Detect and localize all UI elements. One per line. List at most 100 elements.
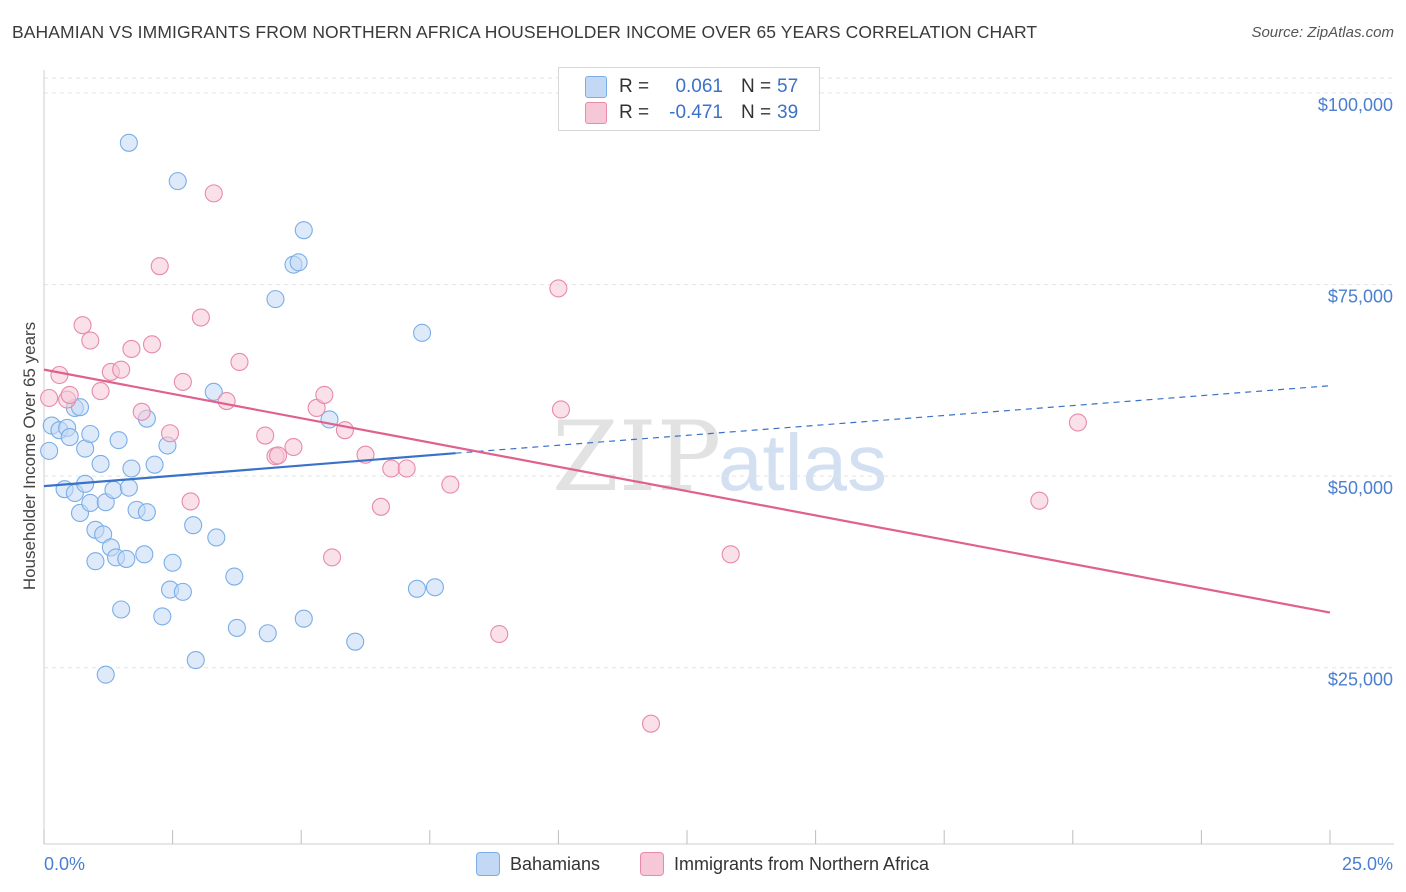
- data-point: [346, 632, 365, 651]
- data-point: [160, 424, 180, 443]
- data-point: [225, 567, 244, 586]
- legend-r-value: 0.061: [675, 76, 723, 97]
- data-point: [551, 400, 571, 419]
- bottom-legend-label: Bahamians: [510, 853, 601, 874]
- data-point: [204, 382, 223, 401]
- data-point: [315, 385, 334, 404]
- data-point: [135, 545, 154, 564]
- data-point: [227, 618, 246, 637]
- data-point: [641, 714, 661, 733]
- data-point: [204, 184, 223, 203]
- data-point: [132, 402, 151, 421]
- data-point: [441, 475, 460, 494]
- legend-n-value: 57: [777, 76, 799, 97]
- legend-n-value: 39: [777, 102, 799, 123]
- data-point: [142, 335, 162, 354]
- data-point: [91, 382, 110, 401]
- watermark: ZIP atlas: [552, 401, 887, 513]
- data-point: [122, 459, 141, 478]
- data-point: [109, 431, 128, 450]
- watermark-atlas: atlas: [718, 418, 887, 507]
- data-point: [207, 528, 226, 547]
- data-point: [119, 133, 138, 152]
- y-axis-label: Householder Income Over 65 years: [20, 322, 39, 590]
- series-bahamians: [40, 133, 444, 684]
- data-point: [1030, 491, 1049, 510]
- data-point: [181, 492, 200, 511]
- grid-lines: [44, 77, 1394, 669]
- y-tick-labels: $25,000 $50,000 $75,000 $100,000: [1318, 95, 1393, 690]
- data-point: [119, 478, 138, 497]
- data-point: [490, 624, 509, 644]
- data-point: [86, 552, 105, 571]
- data-point: [73, 316, 92, 335]
- x-tick-label-min: 0.0%: [44, 854, 85, 874]
- data-point: [150, 257, 169, 276]
- data-point: [230, 352, 249, 372]
- legend-row-northern-africa: R = -0.471 N = 39: [585, 100, 798, 126]
- data-point: [173, 582, 192, 601]
- data-point: [81, 493, 100, 513]
- legend-swatch-bahamians: [585, 76, 607, 98]
- trend-line-bahamians-extension: [455, 385, 1331, 454]
- data-point: [81, 424, 100, 444]
- data-point: [256, 426, 275, 445]
- data-point: [145, 455, 164, 474]
- data-point: [425, 578, 444, 597]
- data-point: [40, 441, 59, 460]
- x-tick-labels: 0.0% 25.0%: [44, 854, 1393, 874]
- data-point: [122, 339, 141, 358]
- data-point: [112, 360, 131, 379]
- series-layer: [40, 133, 1331, 733]
- y-tick-label: $75,000: [1328, 287, 1393, 307]
- data-point: [397, 459, 416, 478]
- data-point: [258, 624, 277, 643]
- data-point: [371, 497, 390, 516]
- bottom-legend-northern-africa[interactable]: Immigrants from Northern Africa: [640, 852, 929, 876]
- data-point: [137, 503, 156, 522]
- x-tick-label-max: 25.0%: [1342, 854, 1393, 874]
- data-point: [323, 548, 342, 567]
- data-point: [721, 545, 740, 564]
- data-point: [407, 579, 426, 598]
- data-point: [173, 372, 192, 391]
- y-tick-label: $100,000: [1318, 95, 1393, 115]
- data-point: [112, 600, 131, 619]
- data-point: [186, 651, 205, 670]
- bottom-legend-bahamians[interactable]: Bahamians: [476, 852, 600, 876]
- data-point: [60, 385, 79, 404]
- data-point: [294, 609, 313, 628]
- data-point: [168, 172, 187, 191]
- data-point: [191, 308, 210, 327]
- data-point: [549, 279, 568, 298]
- bottom-legend-label: Immigrants from Northern Africa: [674, 853, 930, 874]
- bottom-legend-swatch: [640, 852, 664, 876]
- legend-r-value: -0.471: [669, 102, 723, 123]
- data-point: [382, 459, 401, 478]
- data-point: [40, 388, 59, 408]
- bottom-legend-swatch: [476, 852, 500, 876]
- y-tick-label: $25,000: [1328, 670, 1393, 690]
- trend-line-northern-africa: [43, 368, 1331, 614]
- data-point: [284, 437, 303, 457]
- data-point: [163, 553, 182, 572]
- data-point: [266, 290, 285, 309]
- data-point: [335, 421, 354, 440]
- legend-r-label: R =: [619, 102, 650, 123]
- watermark-zip: ZIP: [552, 401, 721, 513]
- y-tick-label: $50,000: [1328, 478, 1393, 498]
- data-point: [413, 323, 432, 342]
- correlation-legend: R = 0.061 N = 57 R = -0.471 N = 39: [558, 67, 820, 131]
- source-label: Source: ZipAtlas.com: [1251, 24, 1394, 41]
- data-point: [60, 428, 79, 447]
- legend-n-label: N =: [741, 76, 772, 97]
- data-point: [1068, 413, 1087, 432]
- trend-line-bahamians: [43, 452, 456, 488]
- data-point: [96, 665, 115, 684]
- data-point: [184, 516, 203, 535]
- legend-n-label: N =: [741, 102, 772, 123]
- data-point: [81, 331, 100, 350]
- data-point: [104, 480, 123, 500]
- data-point: [117, 549, 136, 568]
